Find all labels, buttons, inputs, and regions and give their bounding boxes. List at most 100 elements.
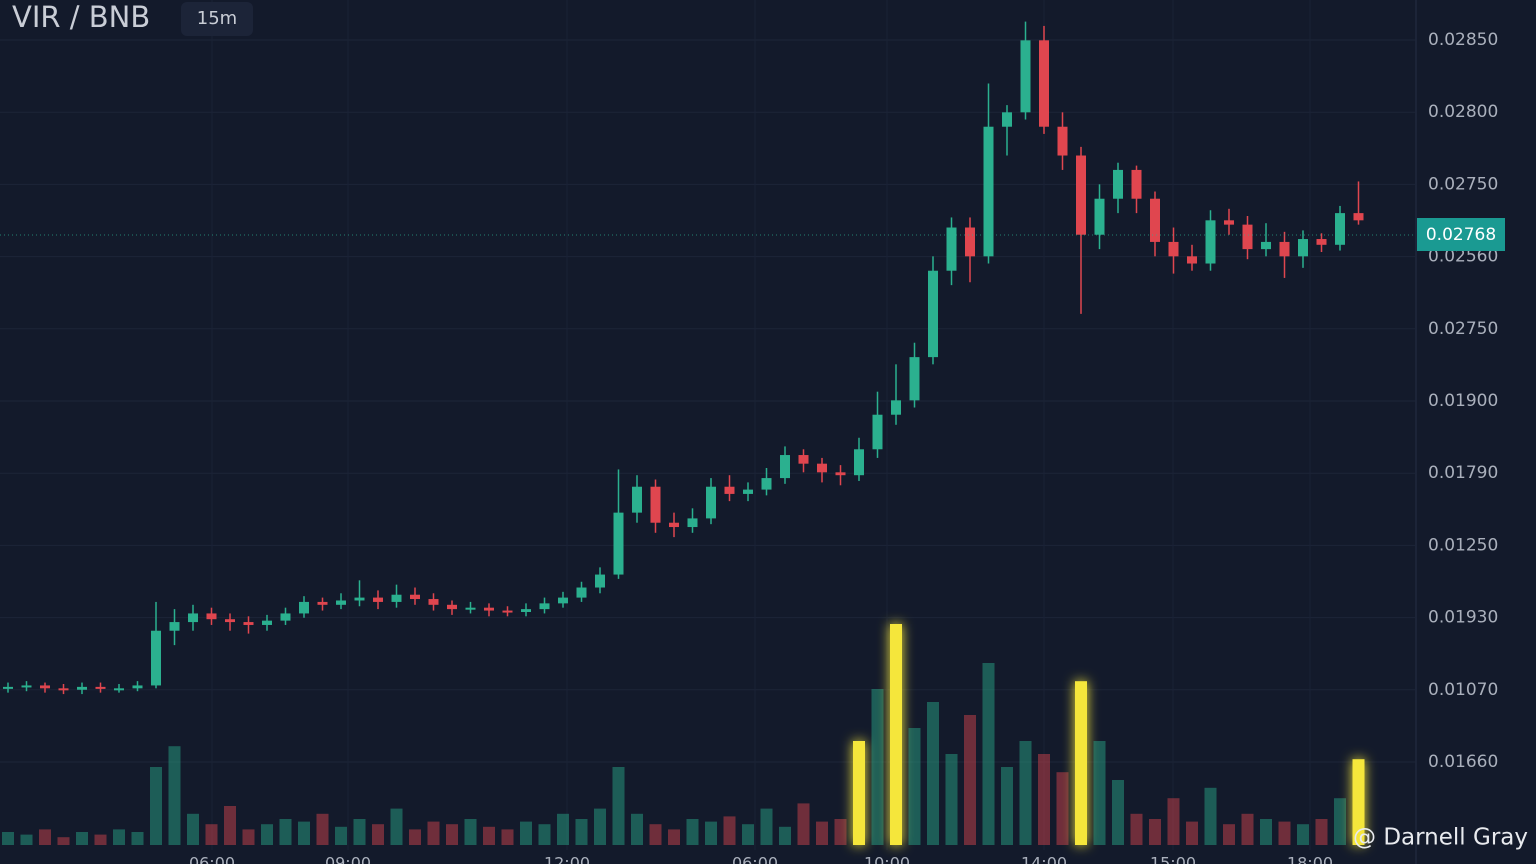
volume-bar-highlighted [1075,681,1087,845]
volume-bar [1038,754,1050,845]
volume-bar [242,829,255,845]
candle-body [502,610,513,613]
volume-bar [335,826,347,845]
volume-bar [723,816,736,845]
volume-bar [187,813,199,845]
volume-bar [686,819,699,845]
volume-bar [113,829,125,845]
candle-body [983,126,994,257]
volume-bar [1260,819,1272,845]
volume-bar [1241,813,1254,845]
volume-bar [150,767,162,845]
volume-bar [57,837,70,845]
volume-bar [1167,798,1180,845]
candle-body [262,620,272,625]
x-tick-label: 09:00 [325,854,371,864]
x-tick-label: 15:00 [1150,854,1196,864]
volume-bar [224,806,236,845]
candle-body [95,686,106,689]
candle-body [576,587,587,598]
candle-body [1131,169,1142,199]
candle-body [891,400,901,415]
volume-bar [1019,741,1032,845]
candle-body [613,512,624,575]
volume-bar [871,689,884,845]
candle-body [761,478,772,490]
volume-bar [1315,819,1328,845]
candle-body [946,227,957,271]
volume-bar [390,808,403,845]
volume-bar [631,813,643,845]
y-tick-label: 0.02560 [1428,247,1498,267]
x-tick-label: 14:00 [1021,854,1067,864]
volume-bar [353,819,366,845]
volume-bar [1112,780,1124,845]
y-tick-label: 0.02850 [1428,30,1498,50]
y-tick-label: 0.02750 [1428,174,1498,194]
candle-body [1316,239,1327,245]
volume-bar [520,821,532,845]
volume-bar [945,754,958,845]
volume-bar [94,834,107,845]
candle-body [1353,213,1364,221]
pair-title: VIR / BNB [12,0,150,34]
candle-body [114,688,124,691]
volume-bar [1093,741,1106,845]
volume-bar [1204,787,1217,845]
volume-bar [1223,824,1235,845]
volume-bar [1186,821,1198,845]
volume-bar [982,663,995,845]
candle-body [206,613,217,620]
candle-body [484,607,494,611]
candle-body [1094,198,1105,235]
volume-bar [908,728,921,845]
volume-bar [372,824,384,845]
candle-body [780,455,790,479]
y-tick-label: 0.02800 [1428,102,1498,122]
candle-body [854,449,864,476]
candle-body [3,686,13,689]
interval-button[interactable] [181,2,253,36]
volume-bar [409,829,421,845]
volume-bar [705,821,717,845]
y-tick-label: 0.01250 [1428,535,1498,555]
volume-bar [131,832,144,845]
volume-bar [1149,819,1161,845]
candle-body [1039,40,1049,127]
volume-bar [464,819,477,845]
candle-body [1057,126,1068,156]
volume-bar [1001,767,1013,845]
candle-body [373,597,383,602]
candle-body [558,597,568,604]
volume-bar [612,767,625,845]
candle-body [21,685,32,688]
candle-body [280,613,291,621]
y-tick-label: 0.01660 [1428,752,1498,772]
x-tick-label: 06:00 [732,854,778,864]
volume-bar [1056,772,1069,845]
candle-body [632,486,642,513]
candle-body [465,607,476,610]
candle-body [132,685,143,689]
candle-body [336,600,346,605]
volume-bar-highlighted [890,624,902,845]
candle-body [687,518,698,528]
candle-body [650,486,661,523]
candle-body [410,594,420,600]
candle-body [1076,155,1086,235]
interval-label[interactable]: 15m [197,8,237,29]
y-tick-label: 0.02750 [1428,319,1498,339]
volume-bar [575,819,588,845]
candle-body [151,630,161,686]
candle-body [40,685,50,689]
last-price-badge [1417,218,1505,251]
x-tick-label: 12:00 [544,854,590,864]
volume-bar [501,829,514,845]
x-tick-label: 18:00 [1287,854,1333,864]
volume-bar [279,819,292,845]
candle-body [817,463,827,473]
candle-body [724,486,735,494]
x-tick-label: 10:00 [864,854,910,864]
volume-bar-highlighted [853,741,865,845]
